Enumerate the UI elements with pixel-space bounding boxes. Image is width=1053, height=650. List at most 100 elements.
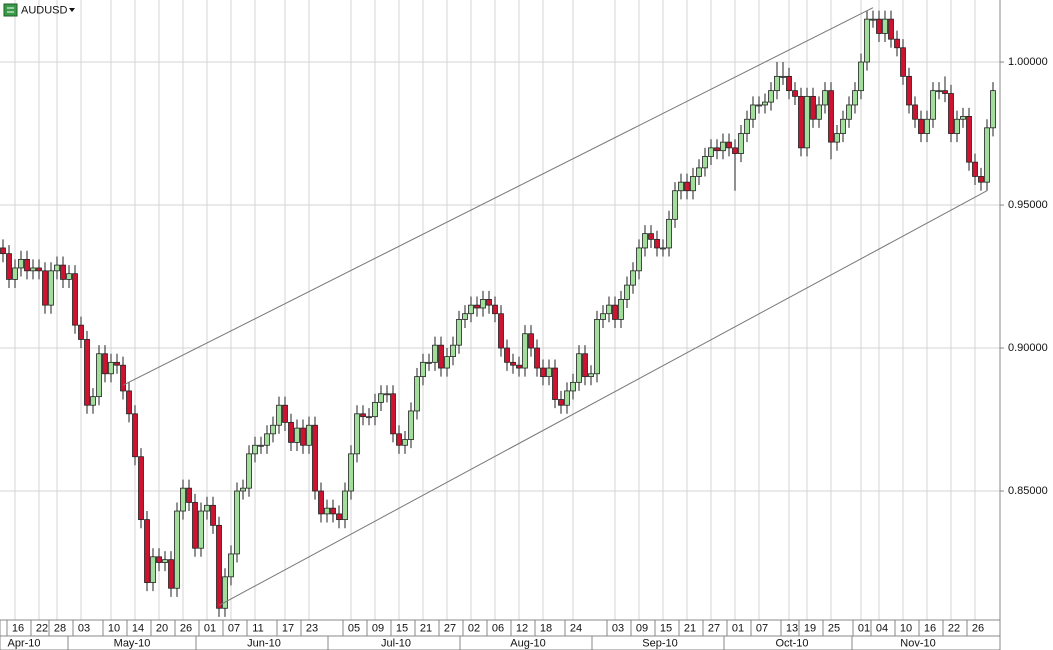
x-tick-label: 04 [876, 622, 888, 634]
candle-body [396, 433, 402, 446]
candle-body [912, 104, 918, 120]
candle-body [966, 115, 972, 163]
candle-body [624, 284, 630, 300]
x-tick-label: 23 [306, 622, 318, 634]
candle-body [750, 104, 756, 120]
candle-body [732, 147, 738, 154]
candle-body [408, 410, 414, 440]
x-tick-label: 10 [108, 622, 120, 634]
chart-title[interactable]: AUDUSD [21, 4, 68, 16]
candle-body [192, 502, 198, 549]
month-label: Jul-10 [381, 637, 411, 649]
candle-body [840, 118, 846, 134]
candle-body [360, 413, 366, 418]
x-tick-label: 13 [786, 622, 798, 634]
candle-body [804, 95, 810, 149]
candle-body [582, 353, 588, 378]
candle-body [210, 504, 216, 526]
candle-body [180, 487, 186, 512]
candle-body [6, 253, 12, 280]
x-tick-label: 19 [804, 622, 816, 634]
candle-body [954, 118, 960, 134]
candle-body [126, 390, 132, 415]
x-tick-label: 25 [828, 622, 840, 634]
candle-body [474, 304, 480, 309]
candle-body [642, 233, 648, 249]
candle-body [42, 270, 48, 306]
x-tick-label: 03 [78, 622, 90, 634]
candle-body [684, 181, 690, 192]
candle-body [258, 444, 264, 447]
candle-body [102, 353, 108, 375]
candle-body [672, 190, 678, 220]
candle-body [84, 339, 90, 406]
symbol-selector[interactable]: AUDUSD [3, 3, 75, 17]
candle-body [246, 453, 252, 489]
grid [0, 0, 1000, 620]
candle-body [828, 90, 834, 143]
candle-body [492, 304, 498, 315]
x-tick-label: 09 [372, 622, 384, 634]
candle-body [60, 264, 66, 280]
candle-body [198, 510, 204, 549]
x-tick-label: 11 [252, 622, 263, 634]
candle-body [774, 75, 780, 92]
candle-body [438, 344, 444, 369]
candle-body [780, 75, 786, 78]
candle-body [480, 299, 486, 309]
candle-body [234, 490, 240, 555]
candle-body [120, 364, 126, 392]
candle-body [216, 524, 222, 609]
candle-body [228, 553, 234, 578]
candle-body [294, 427, 300, 443]
month-separators [67, 636, 853, 650]
candle-body [132, 413, 138, 458]
candle-body [528, 333, 534, 349]
x-tick-label: 26 [972, 622, 984, 634]
candle-body [864, 18, 870, 63]
trend-line [218, 190, 988, 606]
month-label: Aug-10 [510, 637, 545, 649]
candle-body [960, 115, 966, 120]
candle-body [432, 344, 438, 363]
x-tick-label: 01 [204, 622, 216, 634]
x-tick-label: 27 [444, 622, 456, 634]
symbol-icon[interactable] [3, 3, 18, 17]
candle-body [876, 18, 882, 34]
candles [0, 7, 996, 617]
x-tick-label: 02 [468, 622, 480, 634]
candle-body [918, 118, 924, 134]
candle-body [720, 141, 726, 152]
candle-body [576, 353, 582, 383]
candle-body [690, 176, 696, 192]
x-tick-label: 14 [132, 622, 144, 634]
candle-body [222, 576, 228, 609]
candle-body [552, 367, 558, 400]
x-tick-label: 09 [636, 622, 648, 634]
candle-body [612, 304, 618, 320]
candle-body [384, 393, 390, 396]
candle-body [666, 218, 672, 249]
candle-body [792, 90, 798, 97]
candle-body [714, 147, 720, 152]
candle-body [936, 90, 942, 93]
candle-body [894, 38, 900, 49]
candle-body [504, 347, 510, 363]
dropdown-arrow[interactable] [69, 8, 75, 12]
candle-body [816, 104, 822, 120]
candle-body [564, 390, 570, 406]
candle-body [0, 247, 6, 255]
candle-body [930, 90, 936, 120]
candle-body [888, 18, 894, 40]
candle-body [96, 353, 102, 398]
candle-body [426, 361, 432, 364]
candle-body [906, 75, 912, 106]
x-tick-label: 26 [180, 622, 192, 634]
candle-body [852, 90, 858, 106]
x-tick-label: 18 [540, 622, 552, 634]
candle-body [30, 267, 36, 272]
date-strip [0, 619, 1001, 650]
candle-body [870, 18, 876, 21]
candle-body [270, 424, 276, 435]
